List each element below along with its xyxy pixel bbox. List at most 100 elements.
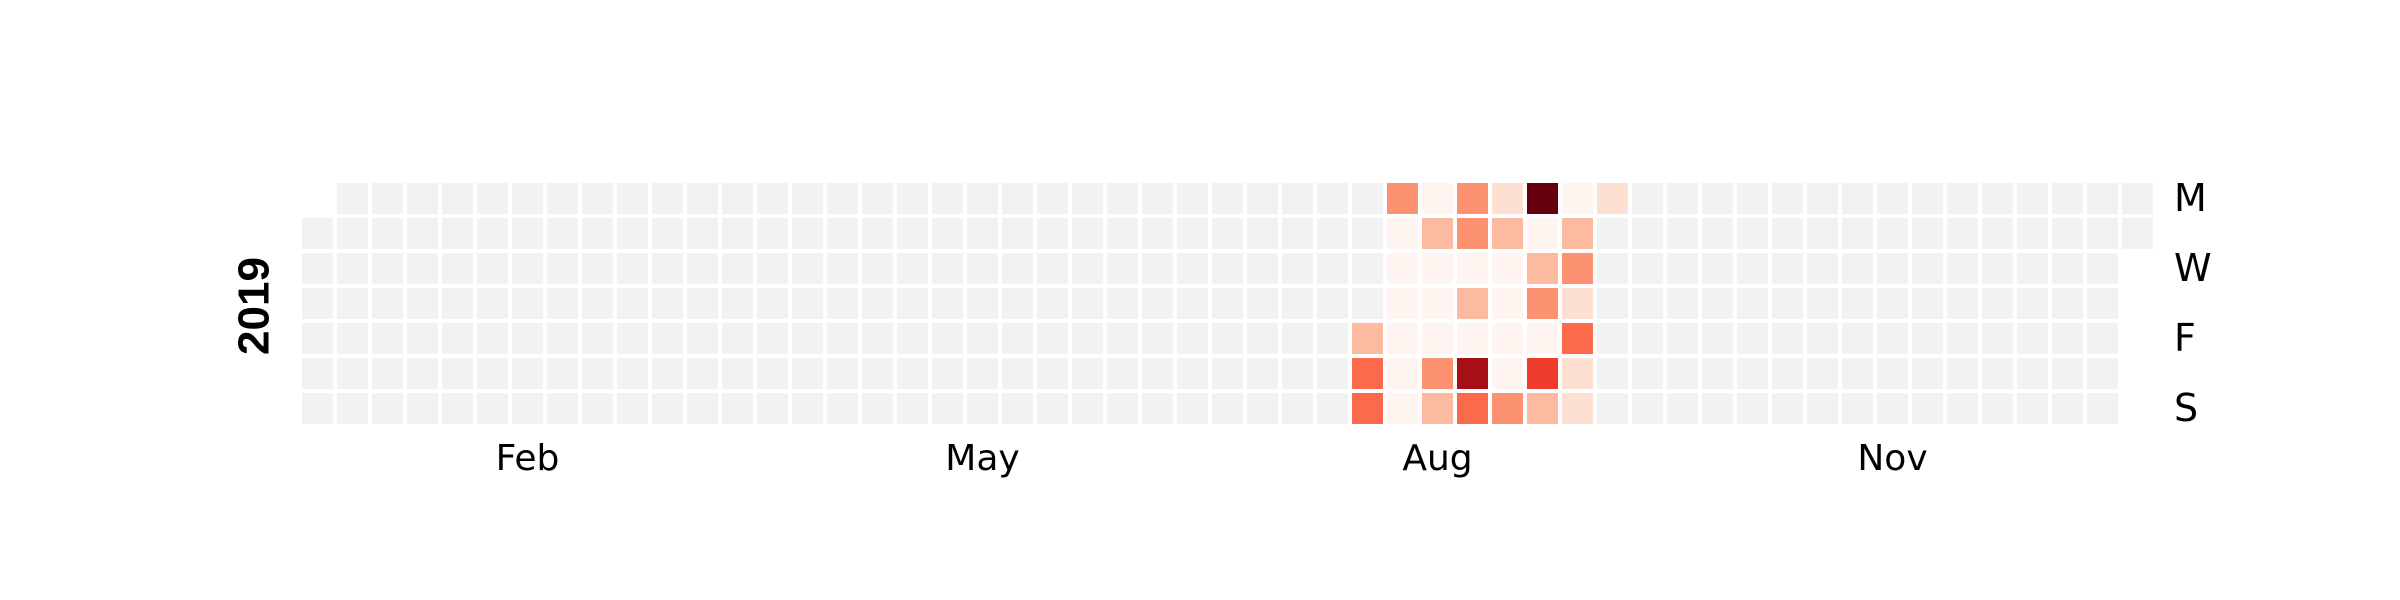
day-cell-2019-08-12 [1422,183,1453,214]
day-cell-2019-01-16 [372,253,403,284]
day-cell-2019-02-22 [547,323,578,354]
day-cell-2019-06-05 [1072,253,1103,284]
day-cell-2019-09-27 [1632,323,1663,354]
day-cell-2019-09-24 [1632,218,1663,249]
day-cell-2019-11-16 [1877,358,1908,389]
day-cell-2019-07-15 [1282,183,1313,214]
day-cell-2019-01-15 [372,218,403,249]
day-cell-2019-04-22 [862,183,893,214]
day-cell-2019-12-28 [2087,358,2118,389]
day-cell-2019-01-05 [302,358,333,389]
day-cell-2019-07-06 [1212,358,1243,389]
day-cell-2019-07-20 [1282,358,1313,389]
day-cell-2019-12-21 [2052,358,2083,389]
day-cell-2019-01-24 [407,288,438,319]
day-cell-2019-10-18 [1737,323,1768,354]
day-cell-2019-09-02 [1527,183,1558,214]
day-cell-2019-11-01 [1807,323,1838,354]
day-cell-2019-06-18 [1142,218,1173,249]
day-label-row-0: M [2174,176,2207,220]
day-cell-2019-12-10 [2017,218,2048,249]
day-cell-2019-08-05 [1387,183,1418,214]
day-cell-2019-05-27 [1037,183,1068,214]
day-cell-2019-09-26 [1632,288,1663,319]
day-cell-2019-08-23 [1457,323,1488,354]
day-cell-2019-01-18 [372,323,403,354]
day-cell-2019-12-27 [2087,323,2118,354]
day-cell-2019-04-30 [897,218,928,249]
day-cell-2019-01-19 [372,358,403,389]
day-cell-2019-06-09 [1072,393,1103,424]
day-cell-2019-08-19 [1457,183,1488,214]
day-cell-2019-11-06 [1842,253,1873,284]
day-cell-2019-11-15 [1877,323,1908,354]
day-cell-2019-10-20 [1737,393,1768,424]
day-cell-2019-08-16 [1422,323,1453,354]
day-cell-2019-02-23 [547,358,578,389]
day-cell-2019-12-30 [2122,183,2153,214]
day-cell-2019-05-13 [967,183,998,214]
day-cell-2019-04-21 [827,393,858,424]
day-cell-2019-11-24 [1912,393,1943,424]
day-cell-2019-09-17 [1597,218,1628,249]
day-cell-2019-06-11 [1107,218,1138,249]
day-cell-2019-06-02 [1037,393,1068,424]
day-cell-2019-03-26 [722,218,753,249]
day-cell-2019-04-23 [862,218,893,249]
day-cell-2019-10-05 [1667,358,1698,389]
day-cell-2019-05-10 [932,323,963,354]
day-cell-2019-04-12 [792,323,823,354]
day-cell-2019-01-07 [337,183,368,214]
day-cell-2019-12-04 [1982,253,2013,284]
day-cell-2019-01-29 [442,218,473,249]
day-cell-2019-04-29 [897,183,928,214]
day-cell-2019-08-07 [1387,253,1418,284]
day-cell-2019-07-19 [1282,323,1313,354]
day-cell-2019-11-10 [1842,393,1873,424]
day-cell-2019-12-31 [2122,218,2153,249]
day-cell-2019-01-28 [442,183,473,214]
day-cell-2019-04-10 [792,253,823,284]
day-cell-2019-02-16 [512,358,543,389]
day-cell-2019-01-04 [302,323,333,354]
day-cell-2019-10-17 [1737,288,1768,319]
day-cell-2019-08-15 [1422,288,1453,319]
day-cell-2019-08-25 [1457,393,1488,424]
day-cell-2019-09-28 [1632,358,1663,389]
day-cell-2019-12-24 [2087,218,2118,249]
day-cell-2019-05-20 [1002,183,1033,214]
day-cell-2019-03-11 [652,183,683,214]
day-cell-2019-12-03 [1982,218,2013,249]
day-cell-2019-12-09 [2017,183,2048,214]
day-cell-2019-10-19 [1737,358,1768,389]
day-cell-2019-06-04 [1072,218,1103,249]
day-cell-2019-12-23 [2087,183,2118,214]
day-cell-2019-09-16 [1597,183,1628,214]
day-cell-2019-10-28 [1807,183,1838,214]
day-cell-2019-09-09 [1562,183,1593,214]
day-cell-2019-05-06 [932,183,963,214]
day-label-row-4: F [2174,316,2196,360]
day-cell-2019-03-25 [722,183,753,214]
day-cell-2019-12-13 [2017,323,2048,354]
day-cell-2019-05-18 [967,358,998,389]
day-cell-2019-09-22 [1597,393,1628,424]
day-cell-2019-05-16 [967,288,998,319]
day-cell-2019-02-17 [512,393,543,424]
day-cell-2019-02-20 [547,253,578,284]
day-cell-2019-03-24 [687,393,718,424]
day-cell-2019-11-07 [1842,288,1873,319]
day-cell-2019-06-16 [1107,393,1138,424]
day-cell-2019-11-18 [1912,183,1943,214]
day-cell-2019-04-18 [827,288,858,319]
day-cell-2019-11-04 [1842,183,1873,214]
day-cell-2019-08-31 [1492,358,1523,389]
day-cell-2019-07-08 [1247,183,1278,214]
day-cell-2019-05-03 [897,323,928,354]
day-cell-2019-03-16 [652,358,683,389]
day-cell-2019-10-11 [1702,323,1733,354]
day-cell-2019-08-04 [1352,393,1383,424]
day-cell-2019-05-01 [897,253,928,284]
day-cell-2019-03-13 [652,253,683,284]
